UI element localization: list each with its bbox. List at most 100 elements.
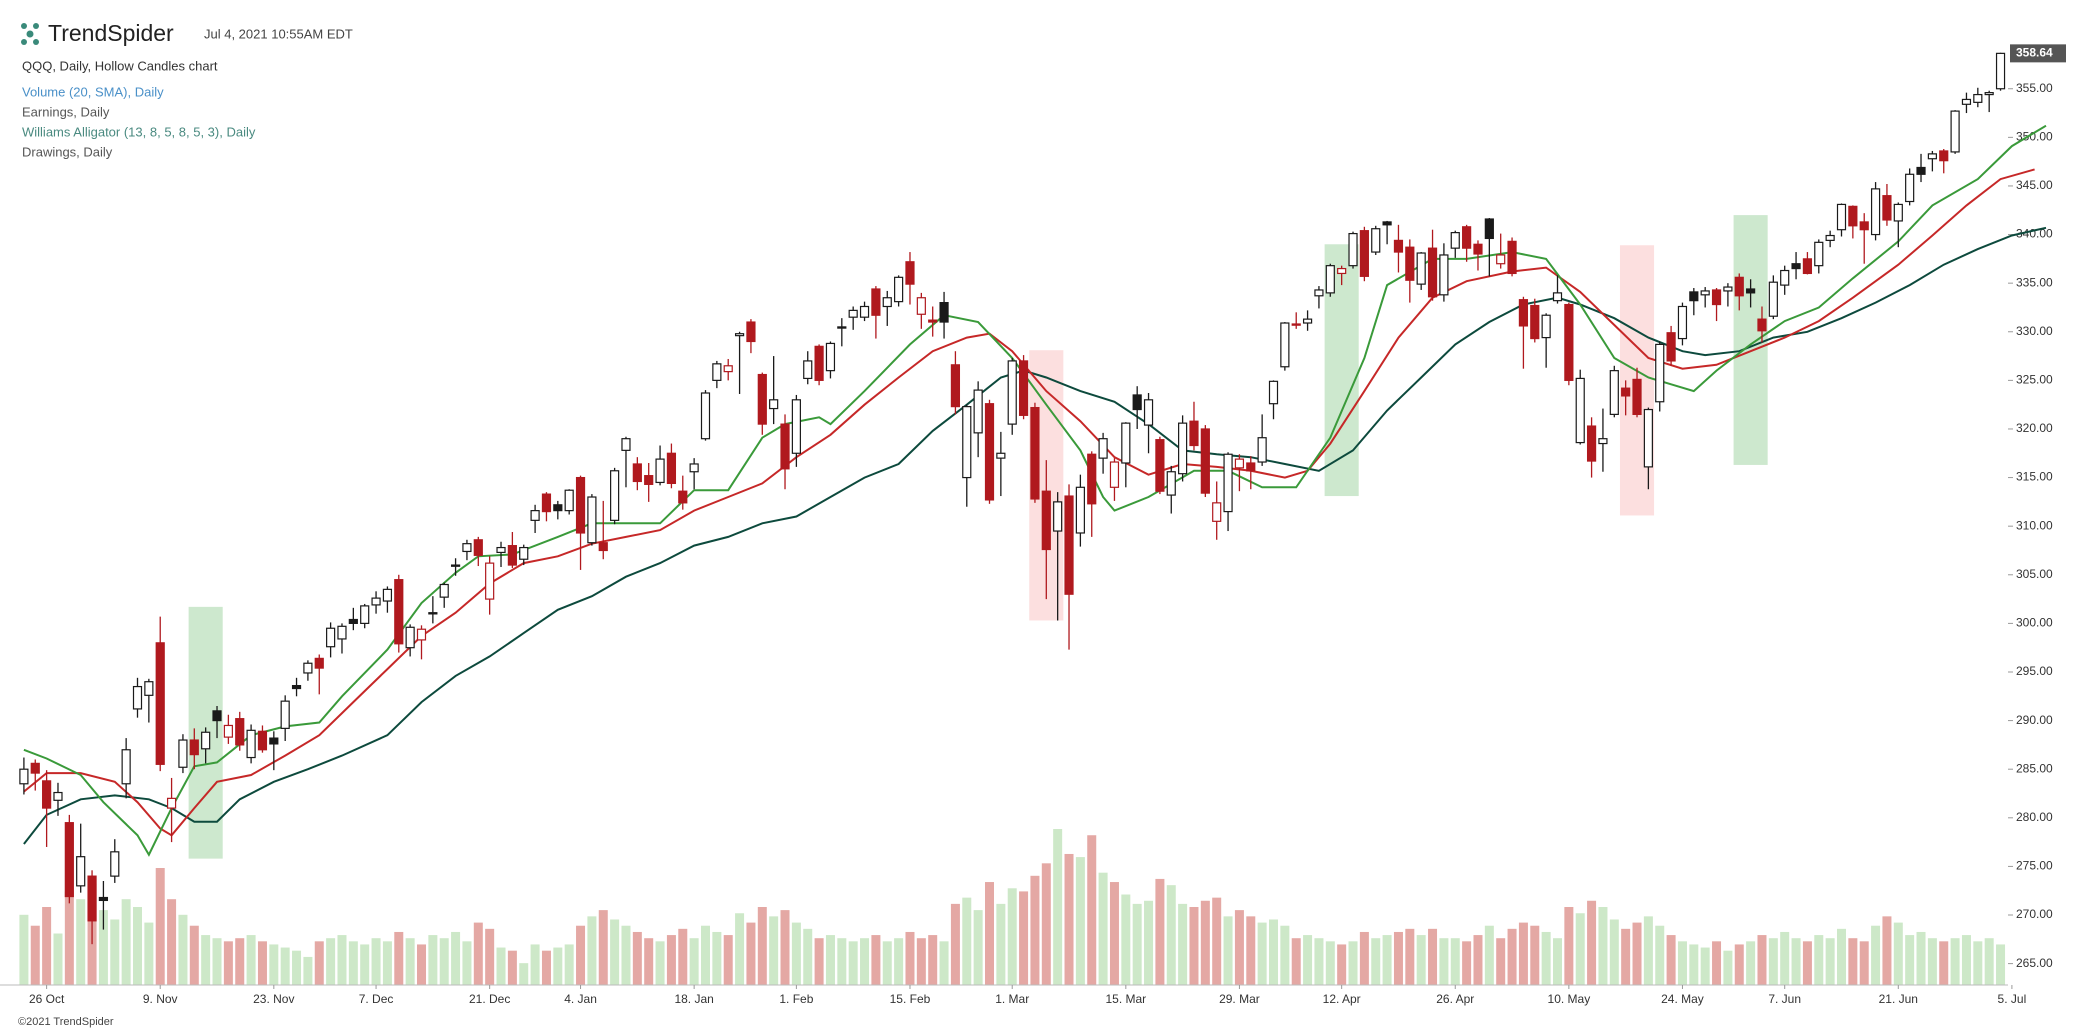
volume-bar (1405, 928, 1415, 985)
candle-body (564, 489, 574, 512)
x-tick-label: 24. May (1661, 992, 1704, 1006)
volume-bar (791, 922, 801, 985)
volume-bar (439, 938, 449, 985)
volume-bar (1337, 944, 1347, 985)
candle-body (1507, 240, 1517, 275)
volume-bar (167, 899, 177, 985)
volume-bar (1564, 907, 1574, 985)
candle-body (894, 276, 904, 303)
volume-bar (939, 941, 949, 985)
volume-bar (1518, 922, 1528, 985)
candle-body (1178, 422, 1188, 475)
copyright: ©2021 TrendSpider (18, 1016, 114, 1028)
volume-bar (507, 950, 517, 985)
volume-bar (1053, 829, 1063, 985)
candle-body (1882, 195, 1892, 221)
volume-bar (576, 925, 586, 985)
x-tick-label: 15. Feb (890, 992, 931, 1006)
candle-body (1041, 490, 1051, 551)
volume-bar (19, 914, 29, 985)
x-tick-label: 21. Dec (469, 992, 510, 1006)
volume-bar (417, 944, 426, 985)
candle-body (473, 539, 483, 556)
volume-bar (1859, 941, 1869, 985)
candle-body (1496, 254, 1506, 265)
timestamp: Jul 4, 2021 10:55AM EDT (204, 26, 353, 41)
volume-bar (462, 941, 472, 985)
candle-body (1405, 246, 1415, 281)
candle-body (655, 458, 665, 484)
volume-bar (280, 947, 290, 985)
candle-body (1030, 406, 1040, 500)
candle-body (1132, 394, 1142, 411)
volume-bar (326, 938, 336, 985)
alligator-line (23, 124, 2047, 857)
candle-body (462, 543, 472, 553)
candle-body (1087, 453, 1097, 505)
candle-body (1802, 258, 1813, 275)
x-tick-label: 1. Feb (779, 992, 813, 1006)
volume-bar (1200, 900, 1210, 985)
volume-bar (212, 938, 222, 985)
candle-body (1643, 408, 1653, 468)
candle-body (1200, 428, 1210, 494)
volume-bar (1587, 900, 1597, 985)
x-tick-label: 29. Mar (1219, 992, 1260, 1006)
candle-body (848, 309, 858, 318)
volume-bar (985, 882, 994, 985)
volume-bar (110, 919, 120, 985)
volume-bar (1825, 938, 1835, 985)
volume-bar (541, 950, 551, 985)
x-tick-label: 10. May (1548, 992, 1591, 1006)
candle-body (1427, 247, 1438, 298)
volume-bar (1269, 919, 1278, 985)
candle-body (166, 797, 177, 809)
candle-body (1905, 173, 1915, 203)
volume-bar (928, 935, 938, 985)
candle-body (439, 583, 449, 598)
candle-body (644, 475, 654, 485)
volume-bar (1144, 900, 1154, 985)
volume-bar (1234, 910, 1244, 985)
candle-body (1314, 289, 1324, 297)
volume-bar (1655, 925, 1665, 985)
candle-body (1166, 471, 1176, 496)
candle-body (1689, 291, 1699, 302)
candle-body (1518, 299, 1529, 327)
volume-bar (803, 928, 813, 985)
volume-bar (1780, 931, 1790, 985)
candle-body (371, 597, 381, 606)
volume-bar (53, 933, 63, 985)
candle-body (132, 685, 143, 710)
volume-bar (189, 925, 199, 985)
x-tick-label: 7. Jun (1768, 992, 1801, 1006)
y-tick-label: 350.00 (2016, 130, 2053, 144)
volume-bar (1768, 938, 1778, 985)
candle-body (1462, 226, 1472, 249)
volume-bar (1916, 931, 1926, 985)
volume-bar (1121, 894, 1131, 985)
volume-bar (1712, 941, 1722, 985)
candle-body (519, 546, 529, 560)
volume-bar (1166, 885, 1176, 985)
candle-body (189, 739, 199, 756)
x-tick-label: 15. Mar (1105, 992, 1146, 1006)
volume-bar (1598, 907, 1608, 985)
volume-bar (701, 925, 710, 985)
candle-body (723, 365, 733, 373)
candle-body (337, 625, 347, 640)
volume-bar (530, 944, 540, 985)
candle-body (1677, 305, 1688, 340)
volume-bar (1553, 938, 1562, 985)
candle-body (1575, 377, 1585, 444)
candle-body (450, 564, 461, 567)
candle-body (916, 297, 926, 315)
candle-body (1655, 343, 1665, 403)
candle-body (1382, 221, 1392, 226)
candle-body (42, 780, 52, 809)
candle-body (1723, 286, 1733, 292)
candle-body (291, 684, 302, 690)
candle-body (962, 406, 972, 479)
volume-bar (64, 891, 74, 985)
